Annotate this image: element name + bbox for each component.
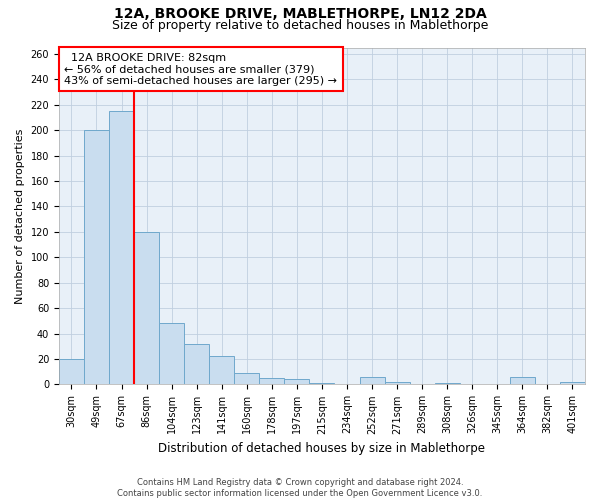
Bar <box>510 377 535 384</box>
Text: Size of property relative to detached houses in Mablethorpe: Size of property relative to detached ho… <box>112 19 488 32</box>
Text: 12A BROOKE DRIVE: 82sqm
← 56% of detached houses are smaller (379)
43% of semi-d: 12A BROOKE DRIVE: 82sqm ← 56% of detache… <box>64 52 337 86</box>
Bar <box>259 378 284 384</box>
Y-axis label: Number of detached properties: Number of detached properties <box>15 128 25 304</box>
Bar <box>84 130 109 384</box>
Bar <box>310 383 334 384</box>
Text: 12A, BROOKE DRIVE, MABLETHORPE, LN12 2DA: 12A, BROOKE DRIVE, MABLETHORPE, LN12 2DA <box>113 8 487 22</box>
Bar <box>59 359 84 384</box>
Bar <box>359 377 385 384</box>
Text: Contains HM Land Registry data © Crown copyright and database right 2024.
Contai: Contains HM Land Registry data © Crown c… <box>118 478 482 498</box>
Bar <box>209 356 234 384</box>
Bar <box>284 380 310 384</box>
Bar <box>234 373 259 384</box>
Bar <box>159 324 184 384</box>
Bar <box>134 232 159 384</box>
Bar <box>434 383 460 384</box>
Bar <box>385 382 410 384</box>
Bar <box>560 382 585 384</box>
X-axis label: Distribution of detached houses by size in Mablethorpe: Distribution of detached houses by size … <box>158 442 485 455</box>
Bar <box>109 111 134 384</box>
Bar <box>184 344 209 385</box>
